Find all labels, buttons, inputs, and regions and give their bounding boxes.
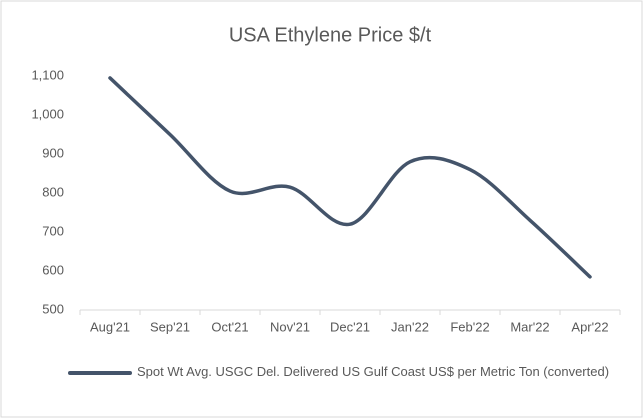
legend-label: Spot Wt Avg. USGC Del. Delivered US Gulf… xyxy=(137,364,610,379)
y-tick-label: 500 xyxy=(42,301,64,316)
x-tick-label: Jan'22 xyxy=(391,319,429,334)
x-tick-label: Oct'21 xyxy=(211,319,248,334)
y-tick-label: 1,100 xyxy=(31,67,64,82)
x-tick-label: Dec'21 xyxy=(330,319,370,334)
x-tick-label: Nov'21 xyxy=(270,319,310,334)
chart-title: USA Ethylene Price $/t xyxy=(229,24,432,46)
y-tick-label: 900 xyxy=(42,145,64,160)
y-tick-label: 600 xyxy=(42,262,64,277)
x-tick-label: Feb'22 xyxy=(450,319,489,334)
y-tick-label: 700 xyxy=(42,223,64,238)
x-tick-label: Sep'21 xyxy=(150,319,190,334)
y-tick-label: 800 xyxy=(42,184,64,199)
series-line xyxy=(108,76,592,279)
x-tick-label: Aug'21 xyxy=(90,319,130,334)
y-tick-label: 1,000 xyxy=(31,106,64,121)
x-tick-label: Mar'22 xyxy=(510,319,549,334)
x-tick-label: Apr'22 xyxy=(571,319,608,334)
